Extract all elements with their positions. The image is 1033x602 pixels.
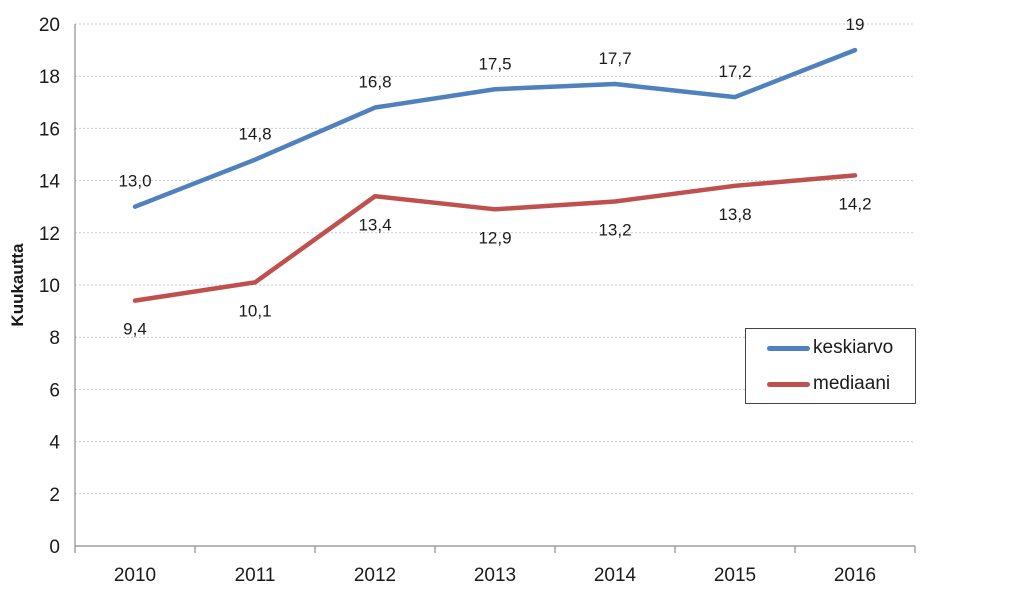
y-tick-label: 6 [49,380,60,401]
x-tick-label: 2012 [354,565,396,586]
y-tick-label: 18 [39,67,60,88]
data-label-keskiarvo: 14,8 [238,125,271,144]
y-tick-label: 2 [49,485,60,506]
y-tick-label: 16 [39,119,60,140]
x-tick-label: 2015 [714,565,756,586]
y-tick-label: 8 [49,328,60,349]
data-label-keskiarvo: 17,2 [718,62,751,81]
y-tick-label: 0 [49,537,60,558]
x-tick-label: 2010 [114,565,156,586]
data-label-mediaani: 12,9 [478,228,511,247]
data-label-keskiarvo: 19 [846,15,865,34]
x-tick-label: 2013 [474,565,516,586]
data-label-mediaani: 10,1 [238,301,271,320]
y-tick-label: 20 [39,15,60,36]
data-label-keskiarvo: 17,5 [478,54,511,73]
y-tick-label: 12 [39,224,60,245]
data-label-mediaani: 9,4 [123,320,147,339]
x-tick-label: 2016 [834,565,876,586]
y-tick-label: 4 [49,433,60,454]
data-label-mediaani: 13,8 [718,205,751,224]
y-axis-title: Kuukautta [8,243,27,327]
legend: keskiarvo mediaani [745,328,916,404]
y-tick-label: 14 [39,172,61,193]
data-label-keskiarvo: 16,8 [358,73,391,92]
legend-item-mediaani: mediaani [746,366,915,402]
data-label-mediaani: 14,2 [838,194,871,213]
legend-label-mediaani: mediaani [813,373,891,394]
data-label-mediaani: 13,2 [598,220,631,239]
legend-item-keskiarvo: keskiarvo [746,330,915,366]
series-line-keskiarvo [132,47,858,209]
y-tick-label: 10 [39,276,60,297]
legend-swatch-keskiarvo [767,345,810,351]
legend-label-keskiarvo: keskiarvo [813,337,894,358]
series-line-mediaani [132,173,858,303]
x-tick-label: 2011 [235,565,276,586]
legend-swatch-mediaani [767,381,810,387]
x-tick-label: 2014 [594,565,637,586]
data-label-keskiarvo: 17,7 [598,49,631,68]
data-label-mediaani: 13,4 [358,215,391,234]
data-label-keskiarvo: 13,0 [118,172,151,191]
